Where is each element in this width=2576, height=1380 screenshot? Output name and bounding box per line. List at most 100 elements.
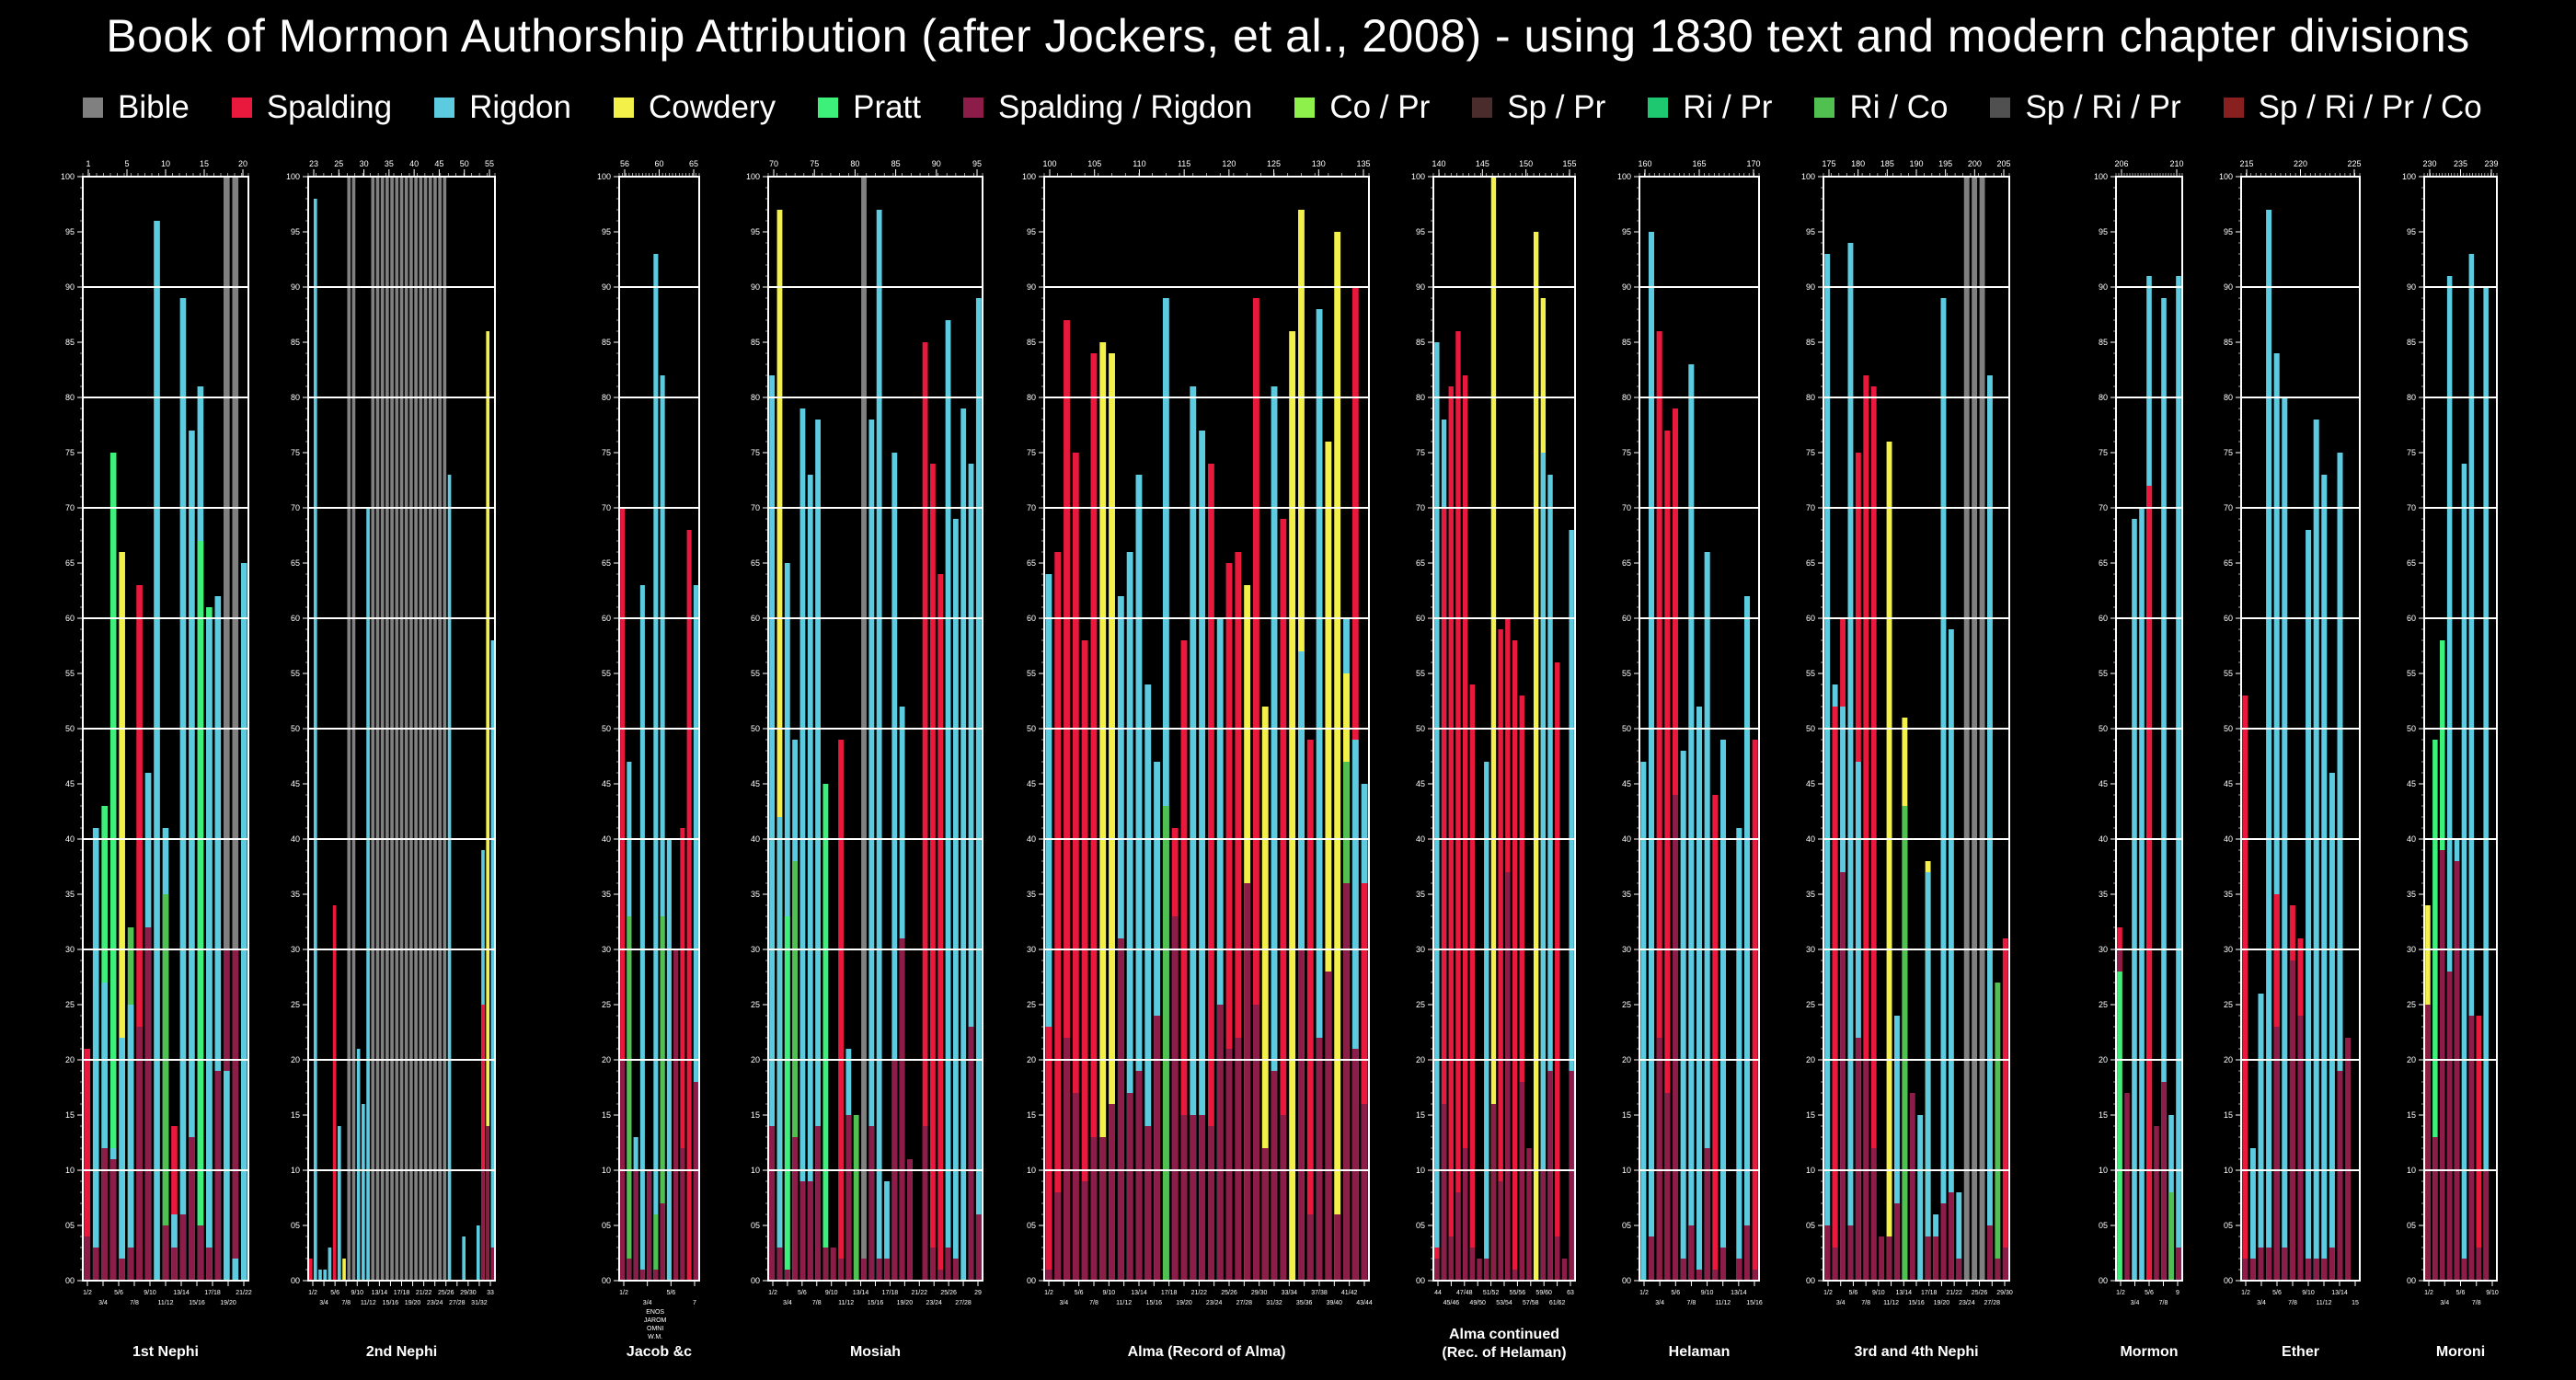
bar-rigdon — [807, 475, 813, 1281]
bar-spalding-rigdon — [945, 1248, 951, 1281]
bar-spalding-rigdon — [845, 1115, 852, 1281]
bar-spalding-rigdon — [1099, 1137, 1107, 1281]
y-tick-label: 45 — [291, 779, 300, 788]
bar-spalding-rigdon — [1252, 1005, 1259, 1281]
legend-label: Sp / Ri / Pr / Co — [2258, 89, 2482, 125]
bottom-tick-label: 13/14 — [372, 1290, 388, 1296]
legend-swatch — [816, 96, 841, 120]
y-tick-label: 60 — [291, 614, 300, 623]
bar-spalding-rigdon — [1555, 1236, 1560, 1281]
bar-spalding-rigdon — [2468, 1016, 2475, 1281]
bottom-tick-label: 25/26 — [940, 1290, 957, 1296]
panel-title: 1st Nephi — [132, 1344, 199, 1360]
bar-spalding-rigdon — [2258, 1248, 2264, 1281]
y-tick-label: 10 — [1806, 1166, 1815, 1175]
bar-rigdon — [2249, 1148, 2256, 1281]
bar-spalding-rigdon — [1870, 1148, 1877, 1281]
y-tick-label: 50 — [751, 724, 760, 733]
top-tick-label: 155 — [1562, 159, 1576, 168]
y-tick-label: 70 — [602, 503, 611, 512]
y-tick-label: 65 — [2407, 558, 2416, 568]
y-tick-label: 60 — [2224, 614, 2233, 623]
bar-rigdon — [1736, 828, 1742, 1281]
bar-spalding-rigdon — [2161, 1082, 2167, 1281]
bottom-tick-label: 61/62 — [1549, 1300, 1566, 1306]
bar-spalding-rigdon — [1569, 1071, 1574, 1281]
bar-spalding-rigdon — [1271, 1071, 1278, 1281]
bar-spalding-rigdon — [1072, 1093, 1079, 1281]
legend-label: Spalding / Rigdon — [998, 89, 1253, 125]
top-tick-label: 50 — [460, 159, 469, 168]
y-tick-label: 05 — [1622, 1221, 1631, 1230]
bar-rigdon — [1948, 629, 1954, 1281]
bar-spalding-rigdon — [1462, 1148, 1468, 1281]
bar-spalding-rigdon — [232, 949, 239, 1281]
y-tick-label: 35 — [1027, 890, 1036, 899]
bar-spalding-rigdon — [876, 1259, 882, 1281]
top-tick-label: 20 — [238, 159, 247, 168]
bottom-tick-label: 5/6 — [666, 1290, 675, 1296]
bottom-tick-label: 5/6 — [2456, 1290, 2466, 1296]
y-tick-label: 75 — [751, 448, 760, 457]
y-tick-label: 30 — [602, 945, 611, 954]
y-tick-label: 25 — [291, 1000, 300, 1009]
bottom-tick-label: 23/24 — [1959, 1300, 1975, 1306]
bar-spalding — [1441, 508, 1447, 1281]
bar-spalding — [1235, 552, 1242, 1281]
bar-spalding-rigdon — [2337, 1071, 2343, 1281]
y-tick-label: 10 — [2099, 1166, 2108, 1175]
y-tick-label: 65 — [291, 558, 300, 568]
y-tick-label: 85 — [602, 338, 611, 347]
bar-spalding — [1081, 640, 1088, 1281]
bar-spalding — [1207, 464, 1214, 1281]
y-tick-label: 55 — [2224, 669, 2233, 678]
y-tick-label: 40 — [1806, 834, 1815, 844]
bar-spalding-rigdon — [2425, 1005, 2431, 1281]
top-tick-label: 56 — [620, 159, 629, 168]
y-tick-label: 30 — [751, 945, 760, 954]
y-tick-label: 05 — [65, 1221, 75, 1230]
legend-label: Rigdon — [469, 89, 571, 125]
y-tick-label: 15 — [2407, 1110, 2416, 1120]
bar-rigdon — [224, 1071, 230, 1281]
bar-spalding — [620, 508, 626, 1281]
y-tick-label: 65 — [1806, 558, 1815, 568]
bar-spalding — [2002, 938, 2008, 1281]
bar-spalding-rigdon — [1455, 1192, 1461, 1281]
bottom-tick-label: 11/12 — [158, 1300, 174, 1306]
y-tick-label: 90 — [2224, 282, 2233, 292]
bar-spalding-rigdon — [1244, 883, 1251, 1281]
y-tick-label: 00 — [1806, 1276, 1815, 1285]
bar-rigdon — [815, 420, 822, 1281]
bar-spalding — [1519, 696, 1524, 1281]
legend-item: Sp / Ri / Pr / Co — [2221, 89, 2482, 126]
panel-0: 0005101520253035404550556065707580859095… — [61, 159, 252, 1360]
bottom-subtick-label: W.M. — [648, 1334, 662, 1340]
panel-1: 00 05 10 15 20 25 30 35 40 45 50 55 60 65 70 75 80 85 90 95… — [286, 159, 496, 1360]
bottom-tick-label: 47/48 — [1456, 1290, 1473, 1296]
y-tick-label: 70 — [65, 503, 75, 512]
bar-spalding-rigdon — [633, 1170, 638, 1281]
bar-spalding — [1361, 883, 1368, 1281]
y-tick-label: 15 — [1416, 1110, 1425, 1120]
bar-spalding — [481, 1005, 485, 1281]
y-tick-label: 05 — [2099, 1221, 2108, 1230]
bar-spalding — [1045, 1027, 1052, 1281]
y-tick-label: 50 — [1416, 724, 1425, 733]
bar-rigdon — [328, 1248, 332, 1281]
bar-spalding — [686, 530, 692, 1281]
bar-spalding — [1512, 640, 1518, 1281]
y-tick-label: 35 — [1622, 890, 1631, 899]
bar-ri-co — [792, 861, 799, 1281]
y-tick-label: 90 — [751, 282, 760, 292]
bar-pratt — [197, 541, 204, 1281]
y-tick-label: 30 — [2407, 945, 2416, 954]
y-tick-label: 75 — [2099, 448, 2108, 457]
bottom-tick-label: 11/12 — [2317, 1300, 2332, 1306]
y-tick-label: 50 — [2407, 724, 2416, 733]
y-tick-label: 10 — [1416, 1166, 1425, 1175]
top-tick-label: 15 — [200, 159, 209, 168]
bar-spalding-rigdon — [2454, 861, 2460, 1281]
y-tick-label: 00 — [65, 1276, 75, 1285]
bar-spalding-rigdon — [2154, 1126, 2159, 1281]
